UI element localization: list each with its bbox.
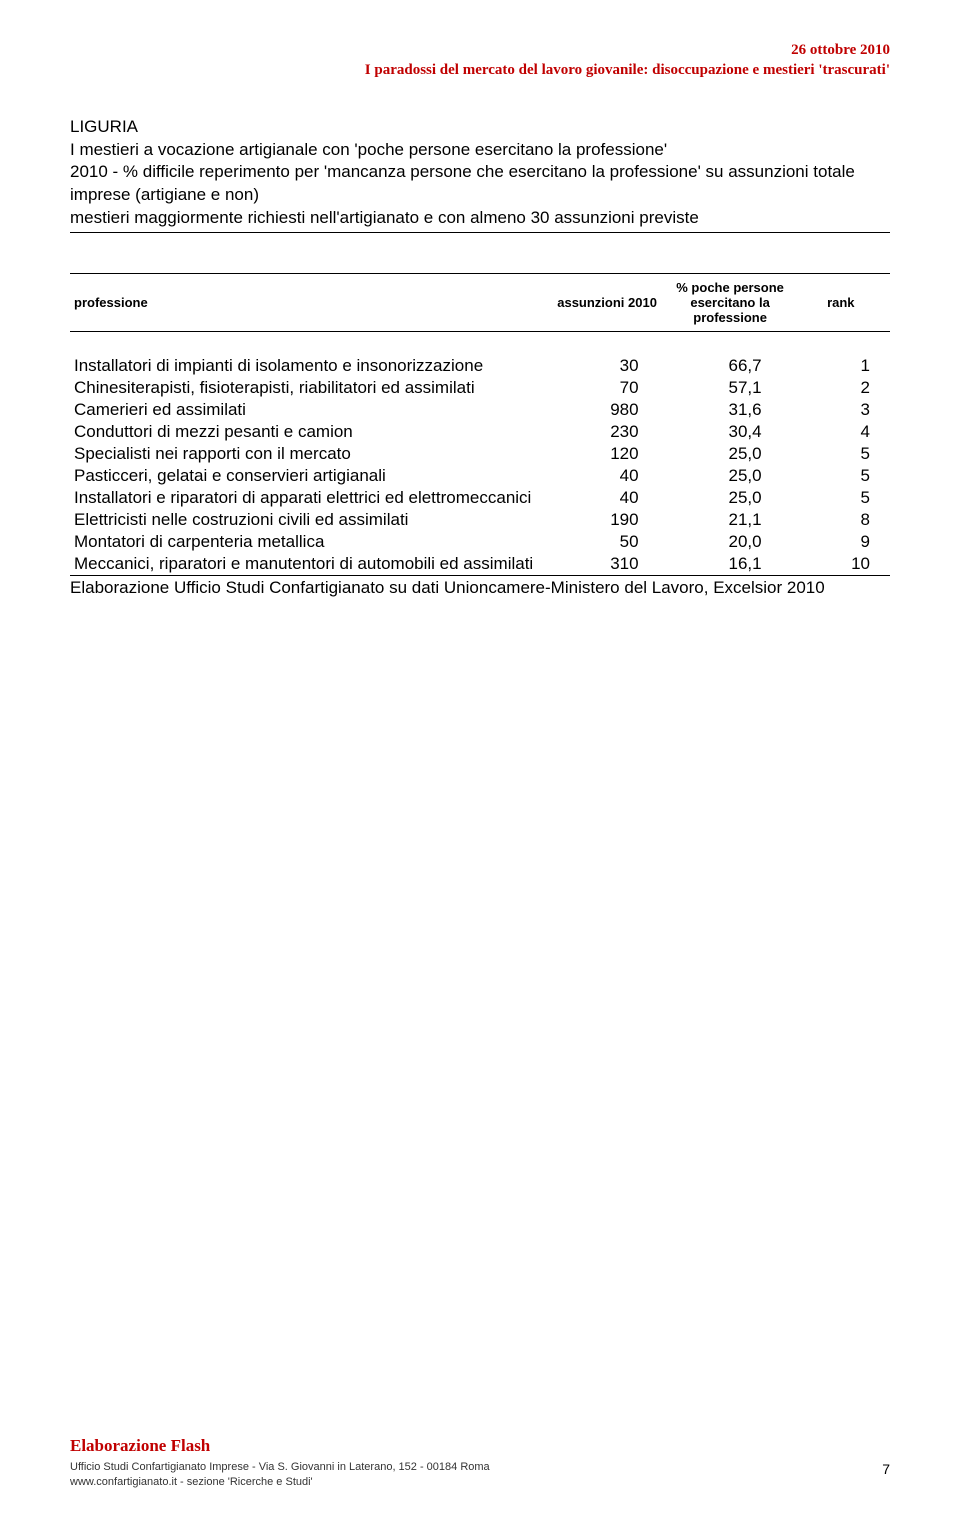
table-source: Elaborazione Ufficio Studi Confartigiana…	[70, 576, 890, 598]
page-number: 7	[882, 1461, 890, 1477]
table-row: Meccanici, riparatori e manutentori di a…	[70, 553, 890, 576]
cell-assunzioni: 190	[546, 509, 669, 531]
table-row: Conduttori di mezzi pesanti e camion 230…	[70, 421, 890, 443]
cell-percent: 66,7	[669, 332, 792, 378]
region-name: LIGURIA	[70, 117, 890, 137]
cell-rank: 9	[792, 531, 890, 553]
cell-percent: 25,0	[669, 443, 792, 465]
col-header-rank: rank	[792, 274, 890, 332]
cell-rank: 3	[792, 399, 890, 421]
cell-assunzioni: 30	[546, 332, 669, 378]
cell-professione: Installatori di impianti di isolamento e…	[70, 332, 546, 378]
cell-assunzioni: 50	[546, 531, 669, 553]
header-title: I paradossi del mercato del lavoro giova…	[70, 60, 890, 80]
cell-percent: 21,1	[669, 509, 792, 531]
page-header: 26 ottobre 2010 I paradossi del mercato …	[70, 40, 890, 81]
cell-percent: 25,0	[669, 465, 792, 487]
col-header-assunzioni: assunzioni 2010	[546, 274, 669, 332]
section-line1: I mestieri a vocazione artigianale con '…	[70, 139, 890, 162]
col-header-professione: professione	[70, 274, 546, 332]
cell-percent: 30,4	[669, 421, 792, 443]
table-row: Installatori e riparatori di apparati el…	[70, 487, 890, 509]
footer-line1: Ufficio Studi Confartigianato Imprese - …	[70, 1460, 890, 1474]
header-date: 26 ottobre 2010	[70, 40, 890, 60]
cell-percent: 20,0	[669, 531, 792, 553]
table-row: Specialisti nei rapporti con il mercato …	[70, 443, 890, 465]
section-line3: mestieri maggiormente richiesti nell'art…	[70, 207, 890, 233]
table-row: Elettricisti nelle costruzioni civili ed…	[70, 509, 890, 531]
cell-percent: 25,0	[669, 487, 792, 509]
cell-rank: 10	[792, 553, 890, 576]
cell-rank: 5	[792, 443, 890, 465]
table-row: Installatori di impianti di isolamento e…	[70, 332, 890, 378]
cell-rank: 4	[792, 421, 890, 443]
data-table: professione assunzioni 2010 % poche pers…	[70, 273, 890, 576]
table-row: Camerieri ed assimilati 980 31,6 3	[70, 399, 890, 421]
page: 26 ottobre 2010 I paradossi del mercato …	[0, 0, 960, 1525]
cell-professione: Installatori e riparatori di apparati el…	[70, 487, 546, 509]
cell-percent: 57,1	[669, 377, 792, 399]
cell-assunzioni: 40	[546, 487, 669, 509]
section-line2: 2010 - % difficile reperimento per 'manc…	[70, 161, 890, 207]
cell-assunzioni: 310	[546, 553, 669, 576]
cell-assunzioni: 70	[546, 377, 669, 399]
cell-rank: 8	[792, 509, 890, 531]
table-row: Chinesiterapisti, fisioterapisti, riabil…	[70, 377, 890, 399]
table-header-row: professione assunzioni 2010 % poche pers…	[70, 274, 890, 332]
footer-flash: Elaborazione Flash	[70, 1436, 890, 1456]
cell-rank: 1	[792, 332, 890, 378]
cell-rank: 5	[792, 465, 890, 487]
table-row: Pasticceri, gelatai e conservieri artigi…	[70, 465, 890, 487]
cell-professione: Conduttori di mezzi pesanti e camion	[70, 421, 546, 443]
cell-professione: Elettricisti nelle costruzioni civili ed…	[70, 509, 546, 531]
cell-rank: 2	[792, 377, 890, 399]
footer-line2: www.confartigianato.it - sezione 'Ricerc…	[70, 1475, 890, 1489]
cell-professione: Chinesiterapisti, fisioterapisti, riabil…	[70, 377, 546, 399]
cell-professione: Meccanici, riparatori e manutentori di a…	[70, 553, 546, 576]
cell-professione: Pasticceri, gelatai e conservieri artigi…	[70, 465, 546, 487]
cell-professione: Montatori di carpenteria metallica	[70, 531, 546, 553]
cell-professione: Specialisti nei rapporti con il mercato	[70, 443, 546, 465]
cell-assunzioni: 40	[546, 465, 669, 487]
cell-assunzioni: 120	[546, 443, 669, 465]
cell-percent: 16,1	[669, 553, 792, 576]
cell-assunzioni: 230	[546, 421, 669, 443]
page-footer: Elaborazione Flash Ufficio Studi Confart…	[70, 1436, 890, 1489]
table-row: Montatori di carpenteria metallica 50 20…	[70, 531, 890, 553]
cell-rank: 5	[792, 487, 890, 509]
cell-percent: 31,6	[669, 399, 792, 421]
cell-professione: Camerieri ed assimilati	[70, 399, 546, 421]
col-header-percent: % poche persone esercitano la profession…	[669, 274, 792, 332]
cell-assunzioni: 980	[546, 399, 669, 421]
